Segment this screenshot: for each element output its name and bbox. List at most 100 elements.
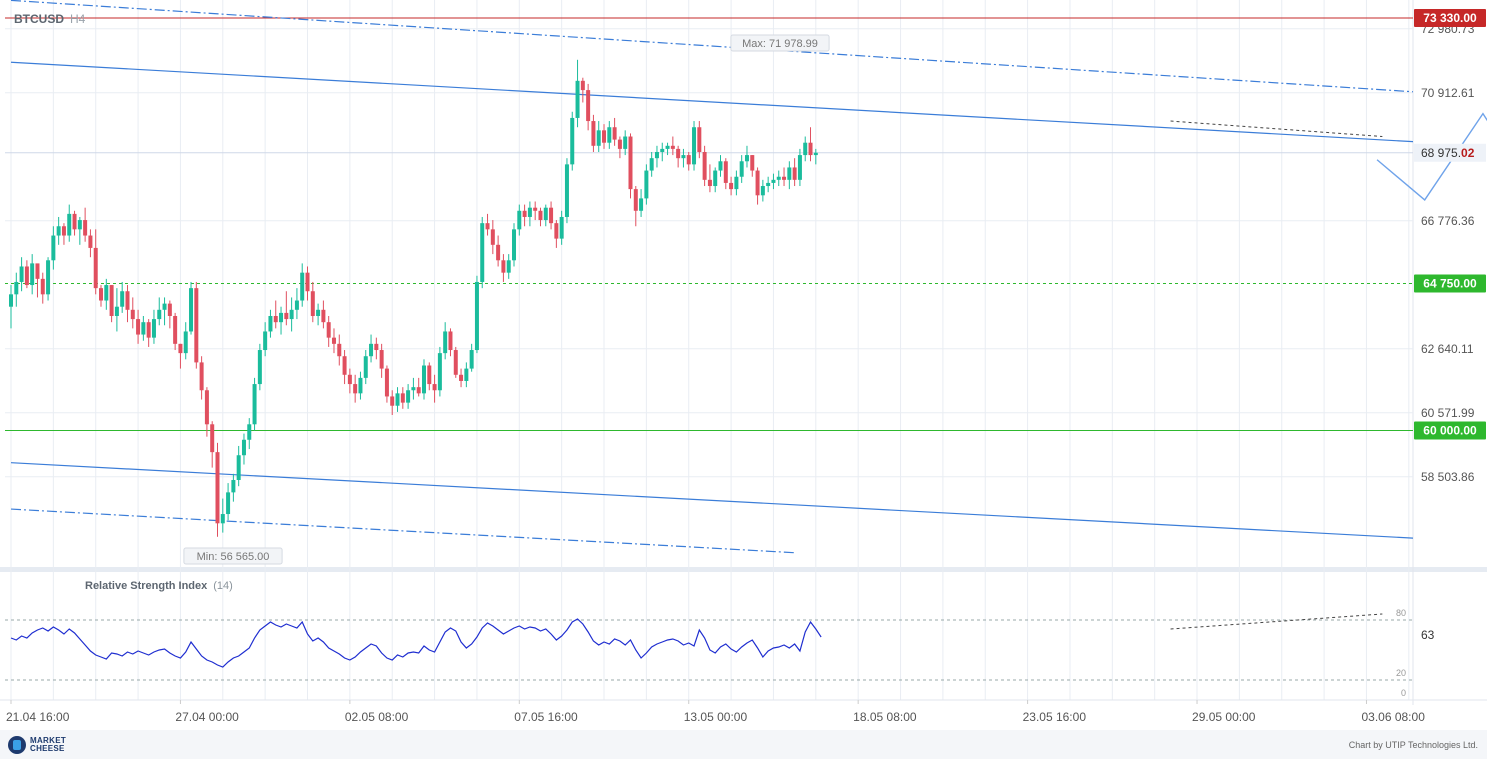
candle[interactable] xyxy=(506,260,511,273)
candle[interactable] xyxy=(644,170,649,199)
candle[interactable] xyxy=(427,365,432,385)
candle[interactable] xyxy=(527,207,532,217)
candle[interactable] xyxy=(803,142,808,156)
candle[interactable] xyxy=(734,176,739,190)
candle[interactable] xyxy=(607,127,612,143)
candle[interactable] xyxy=(400,393,405,403)
candle[interactable] xyxy=(316,309,321,316)
candle[interactable] xyxy=(326,322,331,338)
candle[interactable] xyxy=(183,331,188,354)
candle[interactable] xyxy=(395,393,400,406)
candle[interactable] xyxy=(660,148,665,152)
candle[interactable] xyxy=(437,353,442,391)
candle[interactable] xyxy=(173,315,178,344)
candle[interactable] xyxy=(739,161,744,177)
candle[interactable] xyxy=(496,244,501,261)
candle[interactable] xyxy=(162,303,167,310)
candle[interactable] xyxy=(654,151,659,159)
candle[interactable] xyxy=(146,322,151,338)
candle[interactable] xyxy=(305,272,310,292)
candle[interactable] xyxy=(40,278,45,295)
candle[interactable] xyxy=(755,170,760,196)
candle[interactable] xyxy=(702,151,707,180)
candle[interactable] xyxy=(236,455,241,480)
candle[interactable] xyxy=(760,186,765,196)
candle[interactable] xyxy=(99,288,104,301)
candle[interactable] xyxy=(729,182,734,190)
candle[interactable] xyxy=(750,155,755,171)
candle[interactable] xyxy=(792,167,797,180)
candle[interactable] xyxy=(374,343,379,351)
candle[interactable] xyxy=(564,164,569,217)
candle[interactable] xyxy=(692,127,697,165)
candle[interactable] xyxy=(104,285,109,301)
candle[interactable] xyxy=(61,226,66,236)
candle[interactable] xyxy=(247,424,252,440)
candle[interactable] xyxy=(157,309,162,320)
candle[interactable] xyxy=(617,139,622,149)
candle[interactable] xyxy=(766,182,771,187)
candle[interactable] xyxy=(554,223,559,239)
candle[interactable] xyxy=(14,281,19,295)
candle[interactable] xyxy=(167,303,172,316)
candle[interactable] xyxy=(194,288,199,363)
candle[interactable] xyxy=(697,127,702,152)
candle[interactable] xyxy=(538,210,543,221)
candle[interactable] xyxy=(369,343,374,357)
candle[interactable] xyxy=(347,374,352,385)
candle[interactable] xyxy=(231,479,236,493)
candle[interactable] xyxy=(125,291,130,310)
candle[interactable] xyxy=(337,343,342,357)
candle[interactable] xyxy=(808,142,813,156)
candle[interactable] xyxy=(294,300,299,310)
candle[interactable] xyxy=(19,266,24,282)
candle[interactable] xyxy=(220,514,225,524)
candle[interactable] xyxy=(67,213,72,236)
candle[interactable] xyxy=(623,136,628,149)
candle[interactable] xyxy=(670,145,675,149)
candle[interactable] xyxy=(268,315,273,332)
candle[interactable] xyxy=(363,356,368,378)
candle[interactable] xyxy=(628,136,633,190)
candle[interactable] xyxy=(453,350,458,375)
candle[interactable] xyxy=(517,210,522,230)
candle[interactable] xyxy=(501,260,506,273)
candle[interactable] xyxy=(310,291,315,316)
candle[interactable] xyxy=(596,130,601,146)
candle[interactable] xyxy=(485,223,490,230)
candle[interactable] xyxy=(533,207,538,211)
candle[interactable] xyxy=(512,229,517,261)
candle[interactable] xyxy=(459,374,464,381)
candle[interactable] xyxy=(83,220,88,236)
candle[interactable] xyxy=(543,207,548,221)
candle[interactable] xyxy=(93,247,98,289)
candle[interactable] xyxy=(469,350,474,369)
candle[interactable] xyxy=(416,387,421,394)
candle[interactable] xyxy=(279,312,284,323)
candle[interactable] xyxy=(88,235,93,248)
candle[interactable] xyxy=(136,319,141,335)
candle[interactable] xyxy=(570,117,575,165)
candle[interactable] xyxy=(114,306,119,316)
candle[interactable] xyxy=(522,210,527,217)
candle[interactable] xyxy=(464,368,469,381)
candle[interactable] xyxy=(24,266,29,286)
candle[interactable] xyxy=(676,148,681,159)
candle[interactable] xyxy=(9,294,13,307)
candle[interactable] xyxy=(130,309,135,320)
candle[interactable] xyxy=(331,337,336,344)
candle[interactable] xyxy=(215,452,220,524)
candle[interactable] xyxy=(353,384,358,394)
candle[interactable] xyxy=(51,235,56,261)
candle[interactable] xyxy=(120,291,125,307)
candle[interactable] xyxy=(321,309,326,323)
candle[interactable] xyxy=(549,207,554,224)
candle[interactable] xyxy=(707,179,712,187)
candle[interactable] xyxy=(443,331,448,354)
candle[interactable] xyxy=(602,130,607,143)
candle[interactable] xyxy=(263,331,268,351)
candle[interactable] xyxy=(56,226,61,236)
candle[interactable] xyxy=(490,229,495,245)
candle[interactable] xyxy=(649,158,654,171)
